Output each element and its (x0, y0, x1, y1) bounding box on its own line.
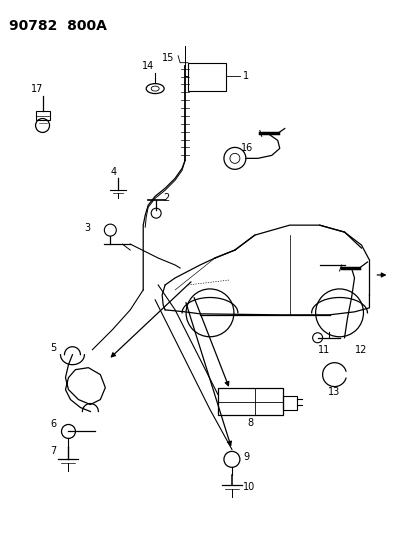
Text: 16: 16 (240, 143, 252, 154)
Text: 15: 15 (162, 53, 174, 63)
Text: 11: 11 (317, 345, 329, 355)
Text: 17: 17 (31, 84, 43, 94)
Text: 8: 8 (247, 418, 253, 429)
Text: 2: 2 (163, 193, 169, 203)
Text: 1: 1 (242, 71, 248, 80)
Bar (282, 395, 296, 409)
Text: 14: 14 (142, 61, 154, 71)
Text: 90782  800A: 90782 800A (9, 19, 106, 33)
Text: 3: 3 (84, 223, 90, 233)
Bar (36, 110, 50, 120)
Text: 5: 5 (50, 343, 57, 353)
Text: 6: 6 (50, 419, 57, 430)
Bar (217, 387, 282, 416)
Text: 13: 13 (327, 386, 339, 397)
Text: 12: 12 (354, 345, 366, 355)
Text: 4: 4 (110, 167, 116, 177)
Text: 7: 7 (50, 446, 57, 456)
Text: 9: 9 (242, 453, 248, 462)
Bar (188, 63, 225, 91)
Text: 10: 10 (242, 482, 254, 492)
